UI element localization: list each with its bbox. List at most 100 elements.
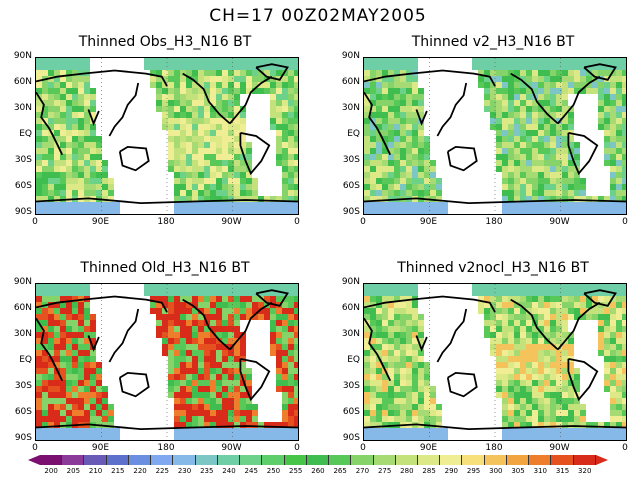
colorbar-tick-label: 230 — [177, 467, 192, 475]
colorbar-tick-label: 295 — [466, 467, 481, 475]
longitude-label: 0 — [32, 443, 38, 453]
latitude-label: 60N — [341, 77, 360, 87]
latitude-label: EQ — [347, 129, 360, 139]
map-canvas — [364, 284, 626, 440]
colorbar-tick-label: 305 — [511, 467, 525, 475]
colorbar-labels: 200 205 210 215 220 225 230 235 240 245 250 255 260 2… — [40, 467, 596, 479]
colorbar-tick-label: 215 — [111, 467, 125, 475]
longitude-label: 0 — [360, 443, 366, 453]
coastline — [415, 109, 428, 126]
colorbar-swatch — [128, 455, 152, 465]
latitude-label: 30N — [13, 103, 32, 113]
colorbar-tick-label: 300 — [489, 467, 503, 475]
coastline — [108, 82, 140, 137]
coastline — [364, 295, 496, 313]
latitude-label: 90S — [14, 207, 32, 217]
colorbar-swatch — [40, 455, 63, 465]
coastline — [510, 298, 559, 351]
latitude-label: 30S — [342, 381, 360, 391]
latitude-label: 30N — [341, 329, 360, 339]
latitude-label: 90N — [13, 51, 32, 61]
coastline — [229, 75, 273, 125]
latitude-label: 30S — [14, 381, 32, 391]
coastline — [567, 132, 599, 176]
longitude-label: 0 — [294, 443, 300, 453]
colorbar-swatch — [484, 455, 507, 465]
colorbar-tick-label: 310 — [533, 467, 547, 475]
longitude-label: 180 — [157, 217, 175, 227]
longitude-label: 180 — [485, 217, 503, 227]
map-panel — [363, 57, 627, 215]
coastline — [446, 145, 478, 172]
colorbar-tick-label: 280 — [400, 467, 414, 475]
coastline — [118, 371, 150, 398]
colorbar-tick-label: 235 — [200, 467, 214, 475]
latitude-label: 60N — [341, 303, 360, 313]
colorbar-tick-label: 260 — [311, 467, 325, 475]
colorbar-tick-label: 315 — [555, 467, 570, 475]
coastline — [36, 69, 168, 87]
colorbar-swatch — [262, 455, 285, 465]
colorbar-swatch — [84, 455, 107, 465]
coastline — [239, 358, 271, 402]
colorbar-tick-label: 225 — [155, 467, 169, 475]
map-canvas — [364, 58, 626, 214]
panel-title: Thinned v2nocl_H3_N16 BT — [397, 260, 589, 276]
coastline — [446, 371, 478, 398]
coastline — [436, 308, 468, 363]
colorbar-swatch — [329, 455, 352, 465]
colorbar-swatch — [529, 455, 552, 465]
colorbar-swatch — [573, 455, 596, 465]
colorbar-tick-label: 205 — [66, 467, 81, 475]
colorbar-swatch — [440, 455, 463, 465]
coastline — [36, 295, 168, 313]
coastline — [364, 423, 626, 431]
coastline — [118, 145, 150, 172]
latitude-label: 30N — [341, 103, 360, 113]
coastline — [510, 72, 559, 125]
coastline — [436, 82, 468, 137]
map-panel — [35, 283, 299, 441]
colorbar-tick-label: 255 — [289, 467, 303, 475]
coastline — [557, 75, 601, 125]
coastline — [255, 289, 289, 307]
colorbar-tick-label: 265 — [333, 467, 347, 475]
colorbar-swatch — [195, 455, 218, 465]
colorbar-swatch — [62, 455, 85, 465]
colorbar-tick-label: 200 — [44, 467, 58, 475]
latitude-label: EQ — [19, 129, 32, 139]
colorbar-swatch — [173, 455, 196, 465]
longitude-label: 90E — [91, 217, 110, 227]
coastline — [364, 197, 626, 205]
latitude-label: EQ — [19, 355, 32, 365]
colorbar-swatch — [373, 455, 396, 465]
latitude-label: 90S — [14, 433, 32, 443]
latitude-label: 60N — [13, 303, 32, 313]
colorbar-tick-label: 220 — [133, 467, 147, 475]
latitude-label: 30S — [14, 155, 32, 165]
coastline — [583, 63, 617, 81]
colorbar-tick-label: 275 — [377, 467, 392, 475]
colorbar-tick-label: 270 — [355, 467, 370, 475]
colorbar-tick-label: 285 — [422, 467, 436, 475]
colorbar-tick-label: 210 — [88, 467, 103, 475]
coastline — [229, 301, 273, 351]
coastline — [364, 91, 392, 156]
longitude-label: 90W — [221, 443, 242, 453]
colorbar-tick-label: 290 — [444, 467, 459, 475]
longitude-label: 90E — [419, 217, 438, 227]
coastline — [36, 317, 64, 382]
coastline — [364, 317, 392, 382]
longitude-label: 90E — [419, 443, 438, 453]
latitude-label: 90N — [13, 277, 32, 287]
coastline — [583, 289, 617, 307]
longitude-label: 90W — [549, 443, 570, 453]
longitude-label: 90W — [221, 217, 242, 227]
panel-title: Thinned v2_H3_N16 BT — [411, 34, 575, 50]
latitude-label: 30N — [13, 329, 32, 339]
latitude-label: 60N — [13, 77, 32, 87]
coastline — [415, 335, 428, 352]
panel-title: Thinned Obs_H3_N16 BT — [78, 34, 252, 50]
longitude-label: 0 — [622, 443, 628, 453]
latitude-label: 90N — [341, 51, 360, 61]
